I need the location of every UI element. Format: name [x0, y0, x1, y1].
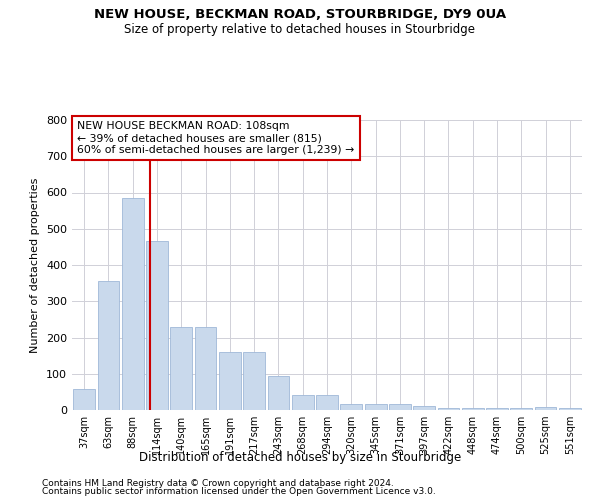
- Bar: [316, 395, 338, 410]
- Bar: [511, 408, 532, 410]
- Bar: [194, 326, 217, 410]
- Text: Size of property relative to detached houses in Stourbridge: Size of property relative to detached ho…: [125, 22, 476, 36]
- Bar: [73, 390, 95, 410]
- Bar: [243, 352, 265, 410]
- Bar: [97, 282, 119, 410]
- Text: NEW HOUSE BECKMAN ROAD: 108sqm
← 39% of detached houses are smaller (815)
60% of: NEW HOUSE BECKMAN ROAD: 108sqm ← 39% of …: [77, 122, 355, 154]
- Text: Contains public sector information licensed under the Open Government Licence v3: Contains public sector information licen…: [42, 487, 436, 496]
- Bar: [437, 408, 460, 410]
- Text: NEW HOUSE, BECKMAN ROAD, STOURBRIDGE, DY9 0UA: NEW HOUSE, BECKMAN ROAD, STOURBRIDGE, DY…: [94, 8, 506, 20]
- Bar: [292, 395, 314, 410]
- Y-axis label: Number of detached properties: Number of detached properties: [31, 178, 40, 352]
- Bar: [122, 198, 143, 410]
- Bar: [462, 408, 484, 410]
- Bar: [535, 406, 556, 410]
- Bar: [219, 352, 241, 410]
- Bar: [340, 404, 362, 410]
- Bar: [146, 242, 168, 410]
- Bar: [559, 408, 581, 410]
- Bar: [268, 376, 289, 410]
- Bar: [413, 406, 435, 410]
- Bar: [486, 408, 508, 410]
- Bar: [389, 404, 411, 410]
- Text: Distribution of detached houses by size in Stourbridge: Distribution of detached houses by size …: [139, 451, 461, 464]
- Bar: [170, 326, 192, 410]
- Bar: [365, 404, 386, 410]
- Text: Contains HM Land Registry data © Crown copyright and database right 2024.: Contains HM Land Registry data © Crown c…: [42, 478, 394, 488]
